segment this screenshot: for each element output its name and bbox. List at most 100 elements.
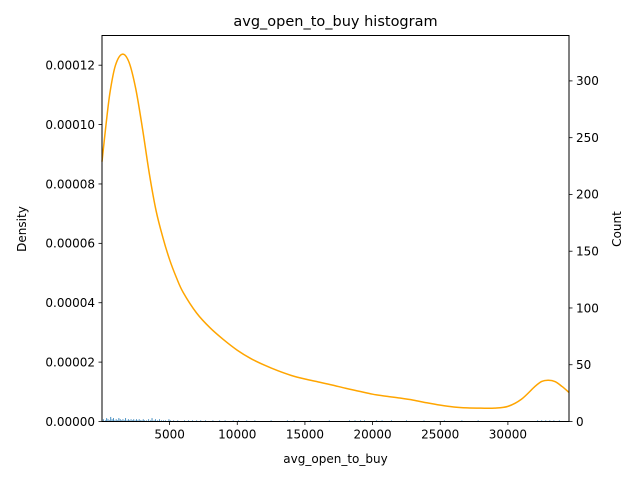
y-left-tick-label: 0.00010 — [45, 118, 95, 132]
histogram-bar — [406, 420, 407, 422]
histogram-bar — [114, 420, 116, 422]
histogram-bar — [168, 419, 170, 422]
histogram-bar — [106, 418, 108, 422]
histogram-bar — [151, 418, 153, 422]
histogram-bar — [423, 420, 425, 422]
histogram-bar — [113, 418, 114, 422]
histogram-bar — [155, 419, 156, 422]
histogram-bar — [129, 420, 131, 422]
histogram-bar — [360, 420, 361, 422]
plot-frame — [101, 35, 570, 422]
y-left-tick-label: 0.00006 — [45, 237, 95, 251]
histogram-bar — [102, 419, 104, 422]
histogram-bar — [150, 420, 152, 422]
y-axis-right: 0 50 100 150 200 250 300 — [569, 74, 599, 429]
histogram-bar — [212, 420, 214, 422]
x-tick-label: 30000 — [489, 428, 527, 442]
histogram-bar — [136, 419, 137, 422]
y-right-tick-label: 0 — [576, 415, 584, 429]
histogram-bar — [144, 420, 145, 422]
histogram-bar — [219, 420, 221, 422]
histogram-bar — [232, 420, 234, 422]
histogram-bar — [111, 419, 113, 422]
histogram-bar — [142, 419, 144, 422]
y-left-tick-label: 0.00004 — [45, 296, 95, 310]
kde-layer — [101, 53, 570, 410]
histogram-bar — [184, 420, 185, 422]
histogram-bar — [381, 420, 383, 422]
histogram-bar — [293, 420, 295, 422]
histogram-bar — [138, 419, 140, 422]
histogram-bar — [163, 420, 164, 422]
histogram-bar — [134, 420, 136, 422]
histogram-bar — [140, 420, 141, 422]
y-axis-right-label: Count — [610, 211, 624, 247]
histogram-bar — [110, 416, 112, 422]
y-right-tick-label: 100 — [576, 301, 599, 315]
x-tick-label: 25000 — [421, 428, 459, 442]
histogram-bar — [126, 420, 128, 422]
y-left-tick-label: 0.00000 — [45, 415, 95, 429]
histogram-bar — [349, 420, 350, 422]
histogram-bar — [328, 420, 330, 422]
histogram-bar — [127, 419, 129, 422]
histogram-bar — [157, 420, 158, 422]
histogram-bar — [461, 420, 463, 422]
histogram-bar — [443, 420, 445, 422]
histogram-bar — [188, 420, 189, 422]
histogram-bar — [130, 419, 132, 422]
histogram-bar — [115, 419, 117, 422]
x-tick-label: 20000 — [353, 428, 391, 442]
y-left-tick-label: 0.00002 — [45, 355, 95, 369]
histogram-bar — [192, 420, 194, 422]
histogram-bar — [137, 420, 139, 422]
x-tick-label: 10000 — [218, 428, 256, 442]
histogram-bar — [238, 420, 240, 422]
y-right-tick-label: 200 — [576, 188, 599, 202]
histogram-bar — [132, 420, 133, 422]
histogram-bar — [270, 420, 272, 422]
y-axis-left: 0.00000 0.00002 0.00004 0.00006 0.00008 0.000… — [45, 58, 102, 429]
histogram-bar — [477, 420, 479, 422]
histogram-bar — [205, 420, 206, 422]
histogram-bar — [286, 420, 288, 422]
histogram-bar — [133, 419, 135, 422]
y-right-tick-label: 50 — [576, 358, 591, 372]
histogram-bar — [376, 420, 378, 422]
histogram-bar — [173, 420, 175, 422]
histogram-bar — [254, 420, 256, 422]
histogram-bar — [125, 418, 127, 422]
x-axis-label: avg_open_to_buy — [283, 452, 387, 466]
histogram-bar — [148, 419, 150, 422]
y-right-tick-label: 250 — [576, 131, 599, 145]
histogram-bar — [165, 420, 166, 422]
histogram-bar — [119, 419, 121, 422]
histogram-bar — [553, 420, 555, 422]
histogram-bar — [123, 420, 125, 422]
histogram-bar — [541, 420, 543, 422]
histogram-bar — [121, 420, 122, 422]
y-left-tick-label: 0.00008 — [45, 177, 95, 191]
histogram-bar — [104, 420, 106, 422]
kde-line — [101, 53, 570, 410]
histogram-bar — [161, 420, 162, 422]
histogram-bar — [224, 420, 226, 422]
histogram-bar — [109, 420, 110, 422]
y-axis-left-label: Density — [15, 206, 29, 252]
histogram-bar — [309, 420, 311, 422]
x-tick-label: 5000 — [154, 428, 185, 442]
histogram-bar — [117, 420, 118, 422]
histogram-bar — [122, 419, 124, 422]
histogram-bar — [545, 420, 547, 422]
histogram-bar — [169, 420, 171, 422]
y-left-tick-label: 0.00012 — [45, 58, 95, 72]
y-right-tick-label: 150 — [576, 245, 599, 259]
x-tick-label: 15000 — [286, 428, 324, 442]
histogram-bar — [364, 420, 365, 422]
chart-title: avg_open_to_buy histogram — [233, 14, 437, 30]
histogram-bar — [153, 420, 155, 422]
histogram-bar — [354, 420, 356, 422]
histogram-bar — [159, 419, 160, 422]
